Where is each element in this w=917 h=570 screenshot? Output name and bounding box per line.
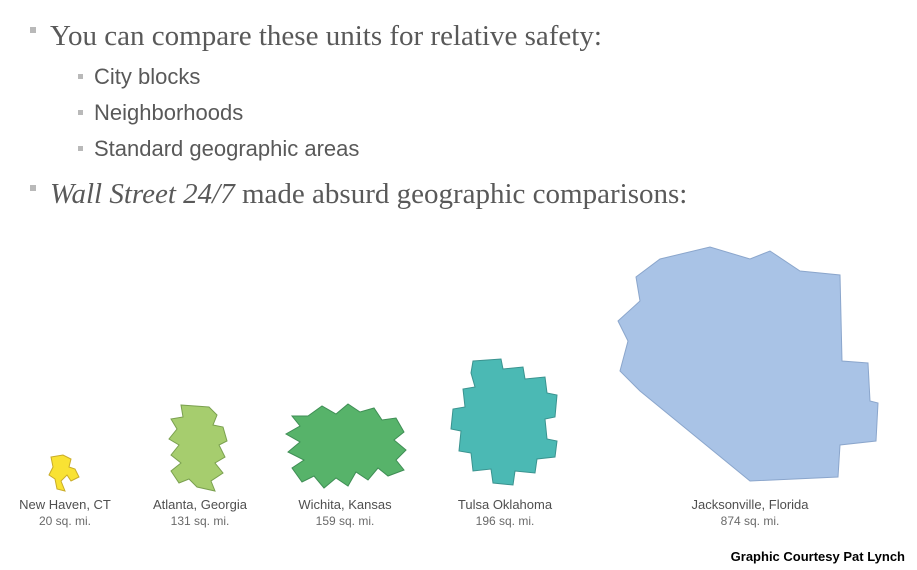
city-label-area: 20 sq. mi. [10, 514, 120, 528]
graphic-credit: Graphic Courtesy Pat Lynch [731, 549, 905, 564]
city-label-area: 196 sq. mi. [430, 514, 580, 528]
slide: You can compare these units for relative… [0, 0, 917, 570]
shape-jacksonville [600, 241, 885, 493]
city-label-name: Atlanta, Georgia [140, 497, 260, 512]
city-label-area: 159 sq. mi. [270, 514, 420, 528]
city-label-name: Tulsa Oklahoma [430, 497, 580, 512]
city-size-figure: New Haven, CT 20 sq. mi. Atlanta, Georgi… [0, 300, 917, 570]
city-label-area: 131 sq. mi. [140, 514, 260, 528]
bullet-main-2-text: Wall Street 24/7 made absurd geographic … [50, 178, 687, 210]
bullet-main-1: You can compare these units for relative… [30, 18, 887, 162]
sub-bullet-2: Neighborhoods [78, 100, 887, 126]
sub-bullet-1: City blocks [78, 64, 887, 90]
sub-bullet-3: Standard geographic areas [78, 136, 887, 162]
bullet-main-2-italic: Wall Street 24/7 [50, 178, 235, 210]
city-wichita: Wichita, Kansas 159 sq. mi. [270, 398, 420, 528]
bullet-main-1-text: You can compare these units for relative… [50, 20, 602, 52]
city-jacksonville: Jacksonville, Florida 874 sq. mi. [600, 241, 900, 528]
city-label-name: Wichita, Kansas [270, 497, 420, 512]
shape-wichita [278, 398, 413, 493]
bullet-main-2: Wall Street 24/7 made absurd geographic … [30, 176, 887, 212]
shape-atlanta [161, 401, 239, 493]
city-atlanta: Atlanta, Georgia 131 sq. mi. [140, 401, 260, 528]
city-label-name: New Haven, CT [10, 497, 120, 512]
city-label-area: 874 sq. mi. [600, 514, 900, 528]
sub-bullet-list: City blocks Neighborhoods Standard geogr… [50, 64, 887, 162]
shape-new-haven [45, 451, 85, 493]
top-bullet-list: You can compare these units for relative… [30, 18, 887, 213]
city-label-name: Jacksonville, Florida [600, 497, 900, 512]
shape-tulsa [445, 353, 565, 493]
city-new-haven: New Haven, CT 20 sq. mi. [10, 451, 120, 528]
bullet-main-2-rest: made absurd geographic comparisons: [235, 178, 688, 210]
city-tulsa: Tulsa Oklahoma 196 sq. mi. [430, 353, 580, 528]
